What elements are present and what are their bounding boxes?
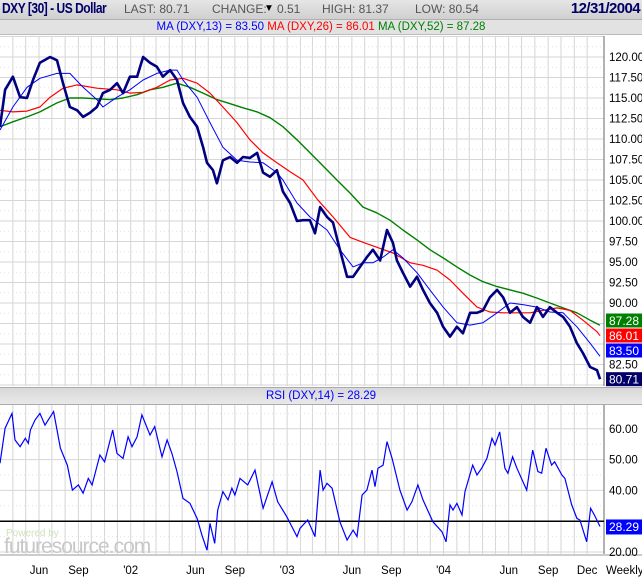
- ma52-last-value-label: 87.28: [609, 314, 639, 328]
- price-last-value-box: [606, 372, 642, 387]
- price-tick-label: 100.00: [609, 216, 642, 228]
- low-price: LOW: 80.54: [415, 2, 479, 16]
- time-tick-label: '02: [123, 565, 138, 577]
- price-tick-label: 107.50: [609, 155, 642, 167]
- change-value: 0.51: [277, 2, 301, 16]
- down-triangle-icon: ▼: [264, 3, 274, 14]
- time-tick-label: '03: [280, 565, 295, 577]
- price-tick-label: 110.00: [609, 134, 642, 146]
- price-tick-label: 117.50: [609, 73, 642, 85]
- time-tick-label: Sep: [225, 565, 245, 577]
- time-tick-label: Jun: [186, 565, 205, 577]
- rsi-legend: RSI (DXY,14) = 28.29: [0, 387, 642, 405]
- futuresource-watermark: Powered by futuresource.com: [4, 528, 152, 558]
- ma26-last-value-box: [606, 328, 642, 343]
- price-tick-label: 92.50: [609, 278, 638, 290]
- time-tick-label: Sep: [381, 565, 401, 577]
- frequency-label: Weekly: [606, 565, 642, 577]
- ma52-legend: MA (DXY,52) = 87.28: [377, 21, 486, 33]
- rsi-tick-label: 40.00: [609, 485, 638, 497]
- watermark-brand: futuresource.com: [4, 535, 151, 558]
- time-tick-label: Sep: [68, 565, 88, 577]
- price-tick-label: 102.50: [609, 196, 642, 208]
- time-tick-label: Jun: [343, 565, 362, 577]
- price-tick-label: 120.00: [609, 52, 642, 64]
- ma26-last-value-label: 86.01: [609, 329, 639, 343]
- time-tick-label: '04: [436, 565, 452, 577]
- rsi-tick-label: 60.00: [609, 424, 638, 436]
- ma13-last-value-label: 83.50: [609, 344, 639, 358]
- last-price: LAST: 80.71: [124, 2, 190, 16]
- rsi-tick-label: 20.00: [609, 547, 638, 559]
- ma52-last-value-box: [606, 313, 642, 328]
- price-tick-label: 97.50: [609, 237, 638, 249]
- rsi-last-value-label: 28.29: [609, 520, 639, 534]
- ma13-legend: MA (DXY,13) = 83.50: [156, 21, 265, 33]
- price-tick-label: 105.00: [609, 175, 642, 187]
- price-tick-label: 95.00: [609, 257, 638, 269]
- symbol-title: DXY [30] - US Dollar: [2, 0, 107, 17]
- price-tick-label: 112.50: [609, 114, 642, 126]
- price-tick-label: 115.00: [609, 93, 642, 105]
- rsi-line: [0, 409, 601, 551]
- time-tick-label: Jun: [499, 565, 518, 577]
- time-tick-label: Jun: [30, 565, 49, 577]
- ma13-last-value-box: [606, 343, 642, 358]
- rsi-tick-label: 50.00: [609, 455, 638, 467]
- ma-legend: MA (DXY,13) = 83.50 MA (DXY,26) = 86.01 …: [0, 20, 642, 35]
- ma26-legend: MA (DXY,26) = 86.01: [267, 21, 375, 33]
- time-tick-label: Sep: [538, 565, 558, 577]
- price-last-value-label: 80.71: [609, 373, 639, 387]
- price-tick-label: 90.00: [609, 298, 638, 310]
- quote-header: DXY [30] - US Dollar LAST: 80.71 CHANGE:…: [0, 0, 642, 20]
- rsi-last-value-box: [606, 519, 642, 535]
- price-tick-label: 82.50: [609, 360, 638, 372]
- time-tick-label: Dec: [577, 565, 598, 577]
- change-label: CHANGE:: [212, 2, 267, 16]
- watermark-powered: Powered by: [6, 528, 59, 539]
- high-price: HIGH: 81.37: [322, 2, 389, 16]
- quote-date: 12/31/2004: [570, 0, 641, 17]
